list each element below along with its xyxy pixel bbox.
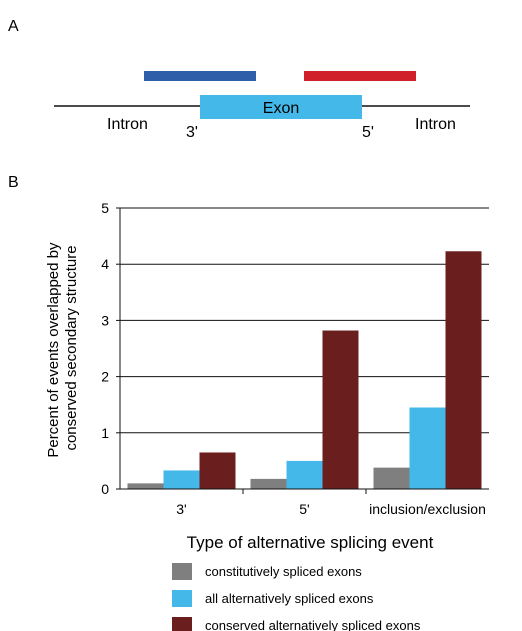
gridlines [120, 207, 489, 434]
y-tick-label: 5 [101, 200, 109, 216]
y-axis-title: Percent of events overlapped by conserve… [45, 238, 80, 457]
x-tick-label: 5' [299, 501, 309, 517]
y-axis-title-line-1: Percent of events overlapped by [45, 242, 62, 458]
x-axis-title: Type of alternative splicing event [187, 533, 434, 552]
bar [199, 452, 236, 489]
right-intron-label: Intron [415, 116, 456, 133]
y-tick-label: 2 [101, 369, 109, 385]
legend: constitutively spliced exons all alternat… [172, 563, 421, 631]
three-prime-site-label: 3' [186, 124, 198, 141]
legend-label: conserved alternatively spliced exons [205, 618, 421, 631]
panel-a-label: A [8, 18, 19, 35]
x-ticks: 3' 5' inclusion/exclusion [176, 489, 486, 517]
legend-label: all alternatively spliced exons [205, 591, 374, 606]
left-intron-label: Intron [107, 116, 148, 133]
bar [127, 483, 164, 489]
y-ticks: 0 1 2 3 4 5 [101, 200, 120, 497]
y-tick-label: 1 [101, 425, 109, 441]
bar [286, 460, 323, 489]
exon-box [200, 95, 362, 119]
five-prime-site-label: 5' [362, 124, 374, 141]
x-tick-label: inclusion/exclusion [369, 501, 486, 517]
y-tick-label: 4 [101, 256, 109, 272]
upstream-structure-bar [144, 71, 256, 81]
bar [373, 467, 410, 489]
legend-swatch [172, 590, 192, 607]
y-axis-title-line-2: conserved secondary structure [63, 245, 80, 450]
legend-swatch [172, 563, 192, 580]
exon-label: Exon [263, 100, 299, 117]
bars [127, 251, 482, 489]
legend-swatch [172, 617, 192, 631]
bar [250, 478, 287, 489]
bar [445, 251, 482, 489]
bar [409, 407, 446, 489]
bar [163, 470, 200, 489]
bar [322, 330, 359, 489]
x-tick-label: 3' [176, 501, 186, 517]
legend-label: constitutively spliced exons [205, 564, 362, 579]
panel-b-label: B [8, 174, 19, 191]
downstream-structure-bar [304, 71, 416, 81]
y-tick-label: 0 [101, 481, 109, 497]
y-tick-label: 3 [101, 312, 109, 328]
